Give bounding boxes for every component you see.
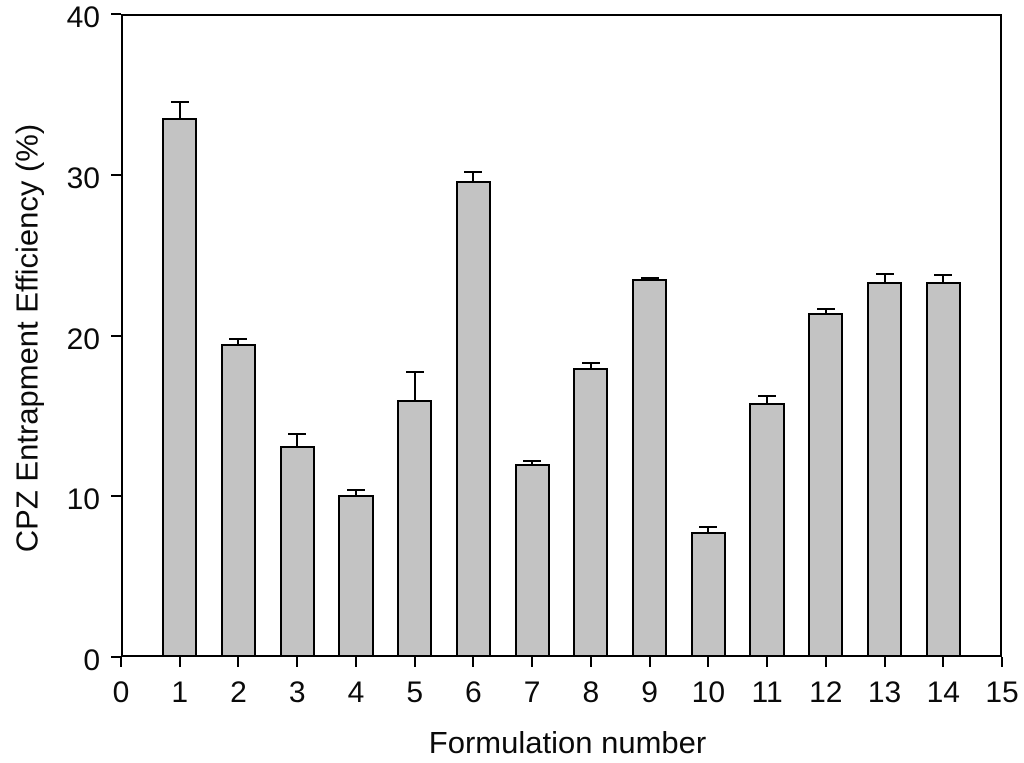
x-tick-label: 7 bbox=[523, 676, 541, 709]
x-tick-label: 15 bbox=[985, 676, 1019, 709]
x-axis-tick bbox=[824, 657, 827, 667]
bar bbox=[690, 531, 726, 657]
y-tick-label: 10 bbox=[66, 483, 100, 517]
y-axis-tick bbox=[111, 13, 121, 15]
bar bbox=[631, 279, 668, 657]
bar bbox=[573, 367, 609, 657]
x-axis-tick bbox=[531, 657, 534, 667]
x-axis-tick bbox=[472, 657, 475, 667]
y-tick-label: 30 bbox=[66, 161, 100, 195]
error-bar-stem bbox=[824, 308, 827, 313]
x-axis-tick bbox=[237, 657, 240, 667]
y-axis-tick bbox=[111, 334, 121, 337]
x-axis-tick bbox=[648, 657, 651, 667]
error-bar-cap bbox=[405, 371, 424, 374]
error-bar-cap bbox=[464, 170, 483, 173]
plot-area bbox=[121, 14, 1002, 657]
x-tick-label: 10 bbox=[691, 676, 726, 709]
bar bbox=[397, 399, 433, 657]
x-tick-label: 1 bbox=[171, 676, 189, 709]
x-axis-tick bbox=[178, 657, 181, 667]
error-bar-stem bbox=[178, 102, 181, 119]
bar bbox=[866, 282, 903, 657]
error-bar-stem bbox=[942, 275, 945, 283]
error-bar-cap bbox=[170, 101, 189, 104]
x-tick-label: 0 bbox=[112, 676, 130, 709]
x-axis-tick bbox=[883, 657, 886, 667]
bar bbox=[338, 494, 374, 657]
x-axis-tick bbox=[1001, 657, 1003, 667]
y-tick-label: 40 bbox=[66, 1, 100, 34]
error-bar-cap bbox=[581, 361, 600, 364]
error-bar-stem bbox=[883, 274, 886, 283]
error-bar-cap bbox=[288, 432, 307, 435]
x-axis-tick bbox=[942, 657, 945, 667]
error-bar-cap bbox=[875, 273, 894, 276]
x-tick-label: 5 bbox=[406, 676, 423, 709]
bar bbox=[808, 312, 844, 657]
bar bbox=[455, 181, 491, 657]
x-tick-label: 13 bbox=[867, 676, 902, 709]
x-axis-title: Formulation number bbox=[428, 725, 707, 760]
error-bar-cap bbox=[523, 459, 542, 462]
y-tick-label: 20 bbox=[66, 322, 100, 356]
y-axis-tick bbox=[111, 495, 121, 498]
error-bar-cap bbox=[934, 274, 953, 277]
error-bar-stem bbox=[531, 460, 534, 465]
x-axis-tick bbox=[589, 657, 592, 667]
x-axis-tick bbox=[413, 657, 416, 667]
error-bar-cap bbox=[816, 307, 835, 310]
y-tick-label: 0 bbox=[83, 644, 100, 677]
error-bar-stem bbox=[589, 362, 592, 368]
x-tick-label: 6 bbox=[465, 676, 482, 709]
bar bbox=[749, 403, 785, 657]
x-axis-tick bbox=[707, 657, 710, 667]
x-axis-tick bbox=[766, 657, 769, 667]
bar bbox=[162, 118, 198, 657]
x-tick-label: 9 bbox=[641, 676, 658, 709]
x-axis-tick bbox=[296, 657, 299, 667]
error-bar-stem bbox=[707, 526, 710, 532]
bar bbox=[925, 282, 961, 657]
x-axis-tick bbox=[354, 657, 357, 667]
x-tick-label: 4 bbox=[347, 676, 365, 709]
error-bar-stem bbox=[237, 338, 240, 344]
error-bar-stem bbox=[354, 489, 357, 495]
x-tick-label: 12 bbox=[809, 676, 843, 709]
error-bar-cap bbox=[229, 337, 248, 340]
error-bar-stem bbox=[413, 372, 416, 400]
bar bbox=[514, 464, 550, 657]
x-tick-label: 8 bbox=[582, 676, 600, 709]
error-bar-cap bbox=[640, 276, 659, 279]
x-tick-label: 14 bbox=[926, 676, 960, 709]
error-bar-cap bbox=[758, 394, 777, 397]
y-axis-tick bbox=[111, 656, 121, 658]
error-bar-stem bbox=[472, 171, 475, 182]
x-tick-label: 3 bbox=[288, 676, 306, 709]
x-axis-tick bbox=[120, 657, 122, 667]
bar bbox=[220, 343, 257, 657]
error-bar-cap bbox=[699, 525, 718, 528]
x-tick-label: 11 bbox=[751, 676, 783, 709]
y-axis-tick bbox=[111, 173, 121, 176]
bar bbox=[279, 446, 315, 657]
error-bar-stem bbox=[766, 395, 769, 403]
x-tick-label: 2 bbox=[230, 676, 247, 709]
error-bar-cap bbox=[346, 488, 365, 491]
error-bar-stem bbox=[296, 433, 299, 447]
